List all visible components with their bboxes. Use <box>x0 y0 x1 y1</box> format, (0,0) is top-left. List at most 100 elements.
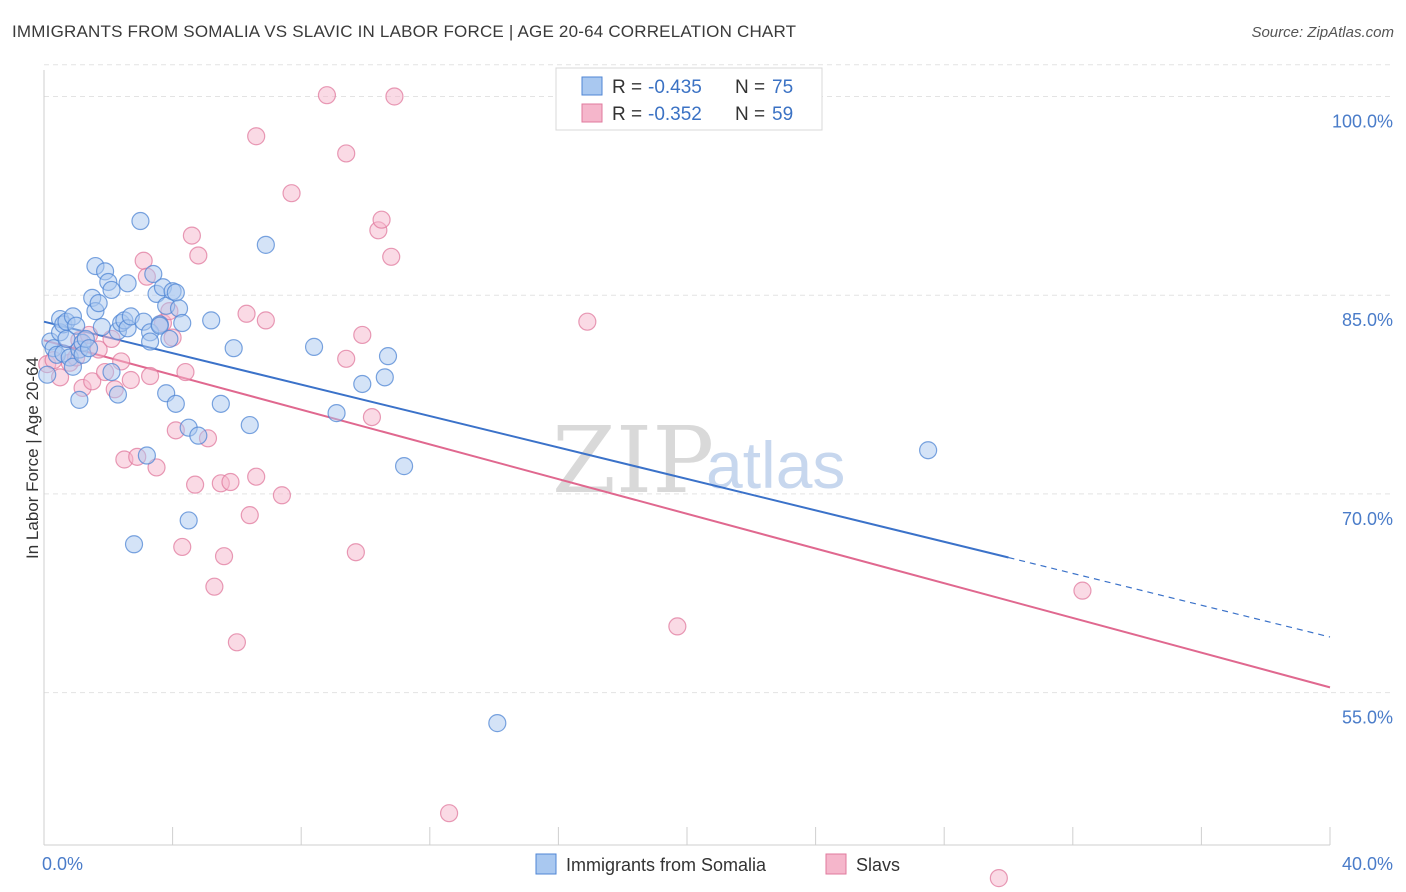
point-slavs <box>1073 581 1092 600</box>
stats-legend-r-label-slavs: R = <box>612 104 647 125</box>
point-somalia <box>224 339 243 358</box>
stats-legend-n-value-slavs: 59 <box>772 104 793 125</box>
stats-legend-swatch-somalia <box>581 76 603 96</box>
axes <box>43 70 1331 846</box>
point-somalia <box>919 441 938 460</box>
grid-lines <box>44 64 1392 694</box>
point-somalia <box>79 339 99 358</box>
legend-swatch-somalia <box>535 853 557 875</box>
point-slavs <box>121 370 140 390</box>
point-slavs <box>256 311 275 330</box>
point-somalia <box>108 385 128 404</box>
point-somalia <box>150 316 169 335</box>
watermark: ZIP atlas <box>552 407 845 514</box>
point-somalia <box>92 317 111 337</box>
point-slavs <box>247 467 266 486</box>
point-somalia <box>375 368 394 387</box>
point-slavs <box>189 246 208 265</box>
point-slavs <box>247 127 266 146</box>
point-somalia <box>327 404 346 423</box>
point-slavs <box>147 458 166 477</box>
point-somalia <box>394 457 414 476</box>
trend-lines <box>43 320 1331 689</box>
point-somalia <box>118 274 137 293</box>
point-somalia <box>144 264 163 284</box>
point-slavs <box>182 226 201 245</box>
x-tick-labels: 0.0% 40.0% <box>42 854 1393 874</box>
point-somalia <box>160 329 179 349</box>
y-tick-label: 70.0% <box>1342 509 1393 529</box>
stats-legend-r-value-somalia: -0.435 <box>648 77 702 98</box>
point-slavs <box>227 633 246 652</box>
point-slavs <box>578 312 597 331</box>
x-tick-label-min: 0.0% <box>42 854 83 874</box>
point-somalia <box>140 332 160 351</box>
point-somalia <box>378 347 398 366</box>
y-tick-labels: 55.0% 70.0% 85.0% 100.0% <box>1332 111 1393 727</box>
point-slavs <box>214 547 234 566</box>
point-slavs <box>439 804 459 823</box>
stats-legend: R = -0.435 N = 75 R = -0.352 N = 59 <box>555 67 823 131</box>
point-somalia <box>67 316 86 335</box>
point-somalia <box>63 357 83 376</box>
point-slavs <box>83 372 102 391</box>
bottom-legend: Immigrants from Somalia Slavs <box>535 853 900 875</box>
point-slavs <box>140 366 160 386</box>
point-slavs <box>240 506 259 525</box>
point-somalia <box>102 280 121 300</box>
point-somalia <box>202 311 221 330</box>
data-points <box>38 86 1092 888</box>
point-slavs <box>237 304 256 323</box>
legend-swatch-slavs <box>825 853 847 875</box>
point-somalia <box>102 362 121 382</box>
x-tick-label-max: 40.0% <box>1342 854 1393 874</box>
stats-legend-n-value-somalia: 75 <box>772 77 793 98</box>
point-somalia <box>488 714 507 733</box>
trend-line-slavs <box>43 339 1331 689</box>
point-slavs <box>989 869 1008 888</box>
point-slavs <box>221 472 240 492</box>
point-somalia <box>70 390 89 409</box>
point-slavs <box>282 184 301 203</box>
point-slavs <box>382 247 401 266</box>
point-somalia <box>38 365 57 384</box>
point-somalia <box>240 415 259 435</box>
point-somalia <box>131 211 150 231</box>
legend-label-somalia: Immigrants from Somalia <box>566 855 767 875</box>
point-somalia <box>211 394 230 413</box>
point-slavs <box>362 407 382 427</box>
point-slavs <box>272 486 292 505</box>
point-slavs <box>186 475 205 494</box>
y-axis-label: In Labor Force | Age 20-64 <box>23 357 42 559</box>
point-slavs <box>337 144 356 163</box>
point-slavs <box>668 617 687 636</box>
chart-source: Source: ZipAtlas.com <box>1251 24 1394 41</box>
point-slavs <box>205 577 224 596</box>
legend-label-slavs: Slavs <box>856 855 900 875</box>
point-somalia <box>166 283 185 302</box>
y-tick-label: 85.0% <box>1342 310 1393 330</box>
point-somalia <box>166 394 185 413</box>
stats-legend-swatch-slavs <box>581 103 603 123</box>
stats-legend-r-value-slavs: -0.352 <box>648 104 702 125</box>
point-slavs <box>173 537 192 557</box>
trend-line-somalia <box>43 320 1009 559</box>
trend-line-somalia-extension <box>1008 556 1331 638</box>
point-somalia <box>353 374 372 394</box>
chart-title: IMMIGRANTS FROM SOMALIA VS SLAVIC IN LAB… <box>12 22 797 41</box>
point-somalia <box>304 337 324 356</box>
stats-legend-r-label-somalia: R = <box>612 77 647 98</box>
point-slavs <box>372 210 391 229</box>
point-somalia <box>89 294 108 313</box>
point-somalia <box>137 446 156 465</box>
point-somalia <box>124 535 144 554</box>
point-somalia <box>173 313 192 333</box>
point-somalia <box>179 511 198 530</box>
point-slavs <box>353 325 372 345</box>
watermark-zip: ZIP <box>552 407 714 514</box>
y-tick-label: 100.0% <box>1332 111 1393 131</box>
point-slavs <box>337 349 356 368</box>
stats-legend-n-label-somalia: N = <box>735 77 770 98</box>
point-somalia <box>189 426 208 445</box>
point-slavs <box>317 86 337 105</box>
